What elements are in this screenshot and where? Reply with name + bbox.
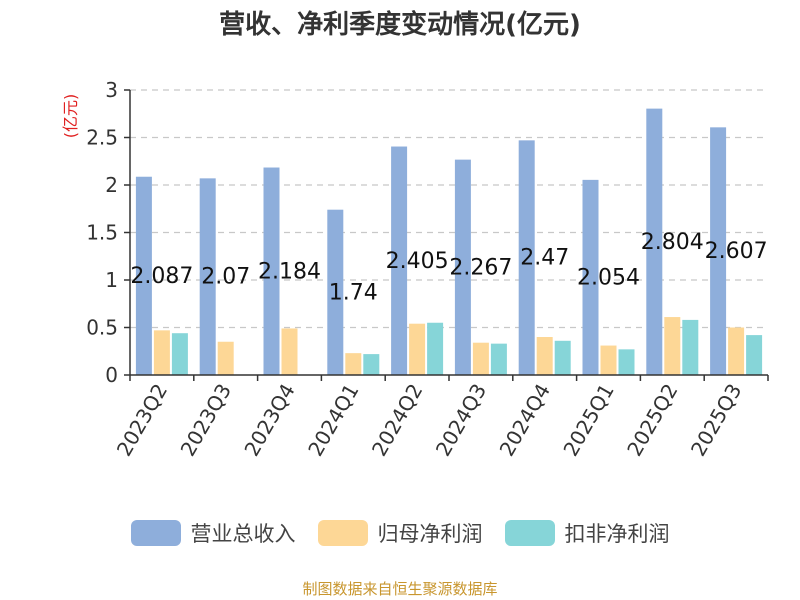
bar	[363, 354, 380, 375]
bar	[199, 178, 216, 375]
bar	[710, 127, 727, 376]
chart-title: 营收、净利季度变动情况(亿元)	[219, 10, 581, 40]
bar	[554, 340, 571, 375]
legend-label-revenue: 营业总收入	[190, 522, 296, 546]
x-tick-label: 2025Q3	[686, 380, 746, 461]
source-note: 制图数据来自恒生聚源数据库	[302, 580, 498, 598]
bar	[582, 179, 599, 375]
bar	[327, 209, 344, 375]
y-tick-label: 1.5	[86, 221, 118, 245]
bar	[682, 319, 699, 375]
bar	[454, 159, 471, 375]
data-label: 2.607	[705, 239, 768, 264]
x-tick-label: 2024Q4	[495, 380, 555, 461]
legend-item-net-profit[interactable]: 归母净利润	[317, 518, 483, 548]
bar	[217, 341, 234, 375]
bar	[345, 353, 362, 375]
bar	[600, 345, 617, 375]
bar	[472, 342, 489, 375]
bar	[536, 337, 553, 375]
bars	[135, 108, 763, 376]
data-label: 2.405	[386, 249, 449, 274]
data-label: 2.804	[641, 230, 704, 255]
data-labels: 2.087 2.07 2.184 1.74 2.405 2.267 2.47 2.0542.8…	[130, 230, 767, 306]
bar	[281, 328, 298, 375]
bar	[263, 167, 280, 375]
bar	[664, 317, 681, 375]
x-tick-label: 2025Q1	[558, 380, 618, 461]
data-label: 2.054	[577, 265, 640, 290]
x-tick-label: 2025Q2	[622, 380, 682, 461]
x-tick-label: 2023Q4	[239, 380, 299, 461]
bar	[646, 108, 663, 376]
data-label: 2.47	[520, 246, 569, 271]
legend-label-deducted-profit: 扣非净利润	[564, 522, 670, 546]
x-tick-label: 2024Q1	[303, 380, 363, 461]
legend: 营业总收入 归母净利润 扣非净利润	[0, 518, 800, 548]
bar	[153, 330, 170, 375]
bar	[618, 349, 635, 375]
y-axis-title: (亿元)	[61, 94, 80, 139]
y-tick-label: 0.5	[86, 316, 118, 340]
legend-swatch-revenue	[130, 520, 181, 546]
y-tick-label: 0	[105, 363, 118, 387]
data-label: 2.087	[130, 264, 193, 289]
bar	[135, 176, 152, 375]
data-label: 1.74	[329, 280, 378, 305]
legend-item-revenue[interactable]: 营业总收入	[130, 518, 296, 548]
x-tick-label: 2024Q3	[431, 380, 491, 461]
bar	[409, 323, 426, 375]
bar	[518, 140, 535, 375]
x-tick-label: 2023Q2	[112, 380, 172, 461]
legend-label-net-profit: 归母净利润	[377, 522, 483, 546]
bar	[746, 335, 763, 375]
y-tick-label: 3	[105, 78, 118, 102]
legend-item-deducted-profit[interactable]: 扣非净利润	[504, 518, 670, 548]
data-label: 2.07	[201, 265, 250, 290]
bar	[427, 322, 444, 375]
y-tick-label: 1	[105, 268, 118, 292]
legend-swatch-net-profit	[317, 520, 368, 546]
legend-swatch-deducted-profit	[504, 520, 555, 546]
x-tick-label: 2023Q3	[176, 380, 236, 461]
x-tick-label: 2024Q2	[367, 380, 427, 461]
bar	[171, 333, 188, 375]
data-label: 2.184	[258, 259, 321, 284]
y-tick-label: 2	[105, 173, 118, 197]
data-label: 2.267	[449, 255, 512, 280]
grid-lines	[130, 89, 768, 329]
bar	[391, 146, 408, 375]
bar	[728, 327, 745, 375]
bar	[490, 343, 507, 375]
y-tick-label: 2.5	[86, 126, 118, 150]
